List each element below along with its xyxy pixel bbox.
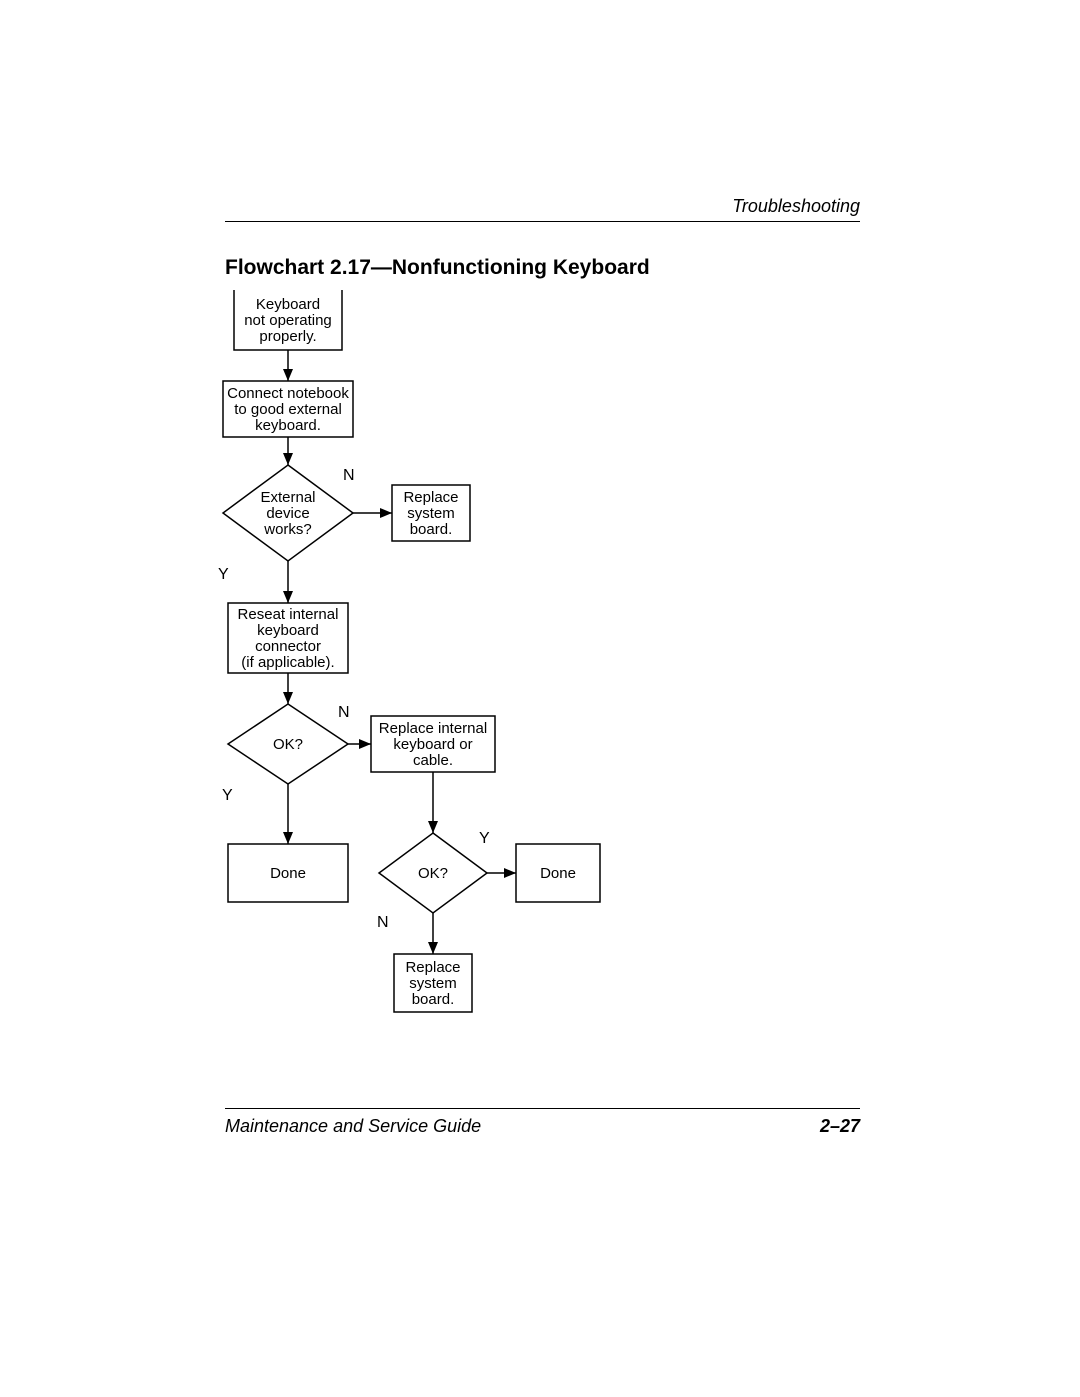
node-text: board. — [410, 521, 453, 538]
node-text: keyboard — [257, 622, 319, 639]
node-text: Reseat internal — [238, 606, 339, 623]
node-text: Replace — [405, 959, 460, 976]
node-ok1: OK? — [228, 704, 348, 784]
node-text: Done — [270, 865, 306, 882]
node-reseat: Reseat internalkeyboardconnector(if appl… — [228, 603, 348, 673]
footer-right: 2–27 — [820, 1116, 860, 1137]
edge-label: N — [377, 914, 389, 931]
node-text: system — [409, 975, 457, 992]
node-replace_sb1: Replacesystemboard. — [392, 485, 470, 541]
node-text: to good external — [234, 401, 342, 418]
node-text: OK? — [273, 736, 303, 753]
node-done1: Done — [228, 844, 348, 902]
node-text: keyboard or — [393, 736, 472, 753]
node-text: connector — [255, 638, 321, 655]
node-done2: Done — [516, 844, 600, 902]
node-text: system — [407, 505, 455, 522]
edge-label: N — [343, 467, 355, 484]
node-text: works? — [263, 521, 312, 538]
node-text: cable. — [413, 752, 453, 769]
edge-label: Y — [479, 830, 490, 847]
node-text: (if applicable). — [241, 654, 334, 671]
footer-left: Maintenance and Service Guide — [225, 1116, 481, 1137]
edge-label: Y — [218, 566, 229, 583]
edge-label: N — [338, 704, 350, 721]
node-text: Replace internal — [379, 720, 487, 737]
node-text: device — [266, 505, 309, 522]
footer-rule — [225, 1108, 860, 1109]
node-replace_kbd: Replace internalkeyboard orcable. — [371, 716, 495, 772]
node-text: board. — [412, 991, 455, 1008]
node-text: Keyboard — [256, 296, 320, 313]
flowchart-canvas: N Y N Y Y N Keyboardnot operatingproperly. Conn… — [0, 0, 1080, 1397]
node-text: Connect notebook — [227, 385, 349, 402]
node-text: properly. — [259, 328, 316, 345]
node-text: OK? — [418, 865, 448, 882]
page: Troubleshooting Flowchart 2.17—Nonfuncti… — [0, 0, 1080, 1397]
node-text: not operating — [244, 312, 332, 329]
node-connect: Connect notebookto good externalkeyboard… — [223, 381, 353, 437]
node-text: keyboard. — [255, 417, 321, 434]
node-ok2: OK? — [379, 833, 487, 913]
node-start: Keyboardnot operatingproperly. — [234, 290, 342, 350]
node-text: Replace — [403, 489, 458, 506]
node-ext_works: Externaldeviceworks? — [223, 465, 353, 561]
node-replace_sb2: Replacesystemboard. — [394, 954, 472, 1012]
node-text: Done — [540, 865, 576, 882]
edge-label: Y — [222, 787, 233, 804]
node-text: External — [260, 489, 315, 506]
